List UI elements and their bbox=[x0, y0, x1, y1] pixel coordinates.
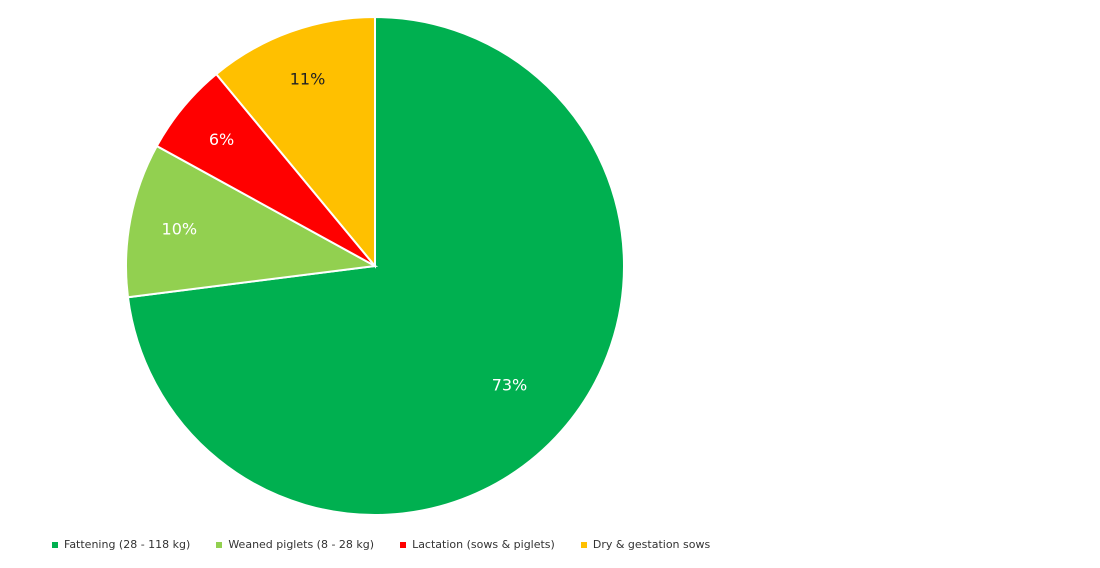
legend: Fattening (28 - 118 kg) Weaned piglets (… bbox=[52, 538, 736, 551]
data-label: 10% bbox=[162, 220, 198, 239]
legend-label: Weaned piglets (8 - 28 kg) bbox=[228, 538, 375, 551]
pie-slice[interactable] bbox=[214, 15, 376, 269]
legend-swatch bbox=[400, 541, 407, 548]
legend-label: Dry & gestation sows bbox=[592, 538, 711, 551]
legend-label: Lactation (sows & piglets) bbox=[412, 538, 555, 551]
pie-chart: 73% 10% 6% 11% bbox=[125, 15, 625, 516]
legend-label: Fattening (28 - 118 kg) bbox=[64, 538, 191, 551]
data-label: 73% bbox=[492, 376, 528, 395]
data-label: 11% bbox=[290, 70, 326, 89]
legend-item-weaned-piglets[interactable]: Weaned piglets (8 - 28 kg) bbox=[216, 538, 374, 551]
legend-swatch bbox=[52, 541, 58, 548]
pie-slice[interactable] bbox=[125, 144, 379, 299]
legend-swatch bbox=[216, 541, 223, 548]
legend-item-fattening[interactable]: Fattening (28 - 118 kg) bbox=[52, 538, 190, 551]
legend-swatch bbox=[580, 541, 587, 548]
data-label: 6% bbox=[209, 130, 234, 149]
legend-item-lactation[interactable]: Lactation (sows & piglets) bbox=[400, 538, 555, 551]
legend-item-dry-gestation[interactable]: Dry & gestation sows bbox=[580, 538, 711, 551]
